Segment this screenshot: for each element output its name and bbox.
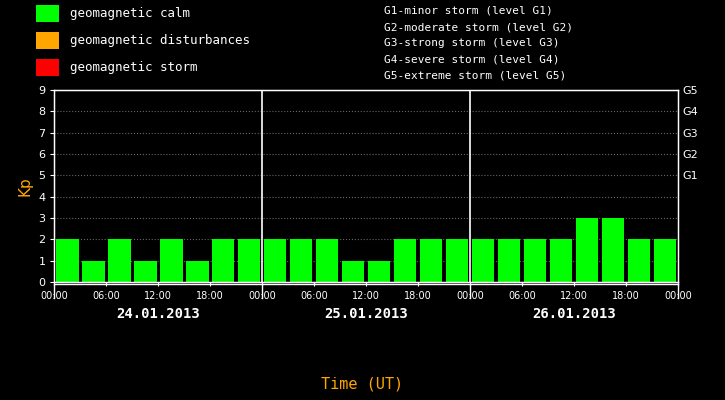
Text: G1-minor storm (level G1): G1-minor storm (level G1) — [384, 6, 553, 16]
Text: geomagnetic storm: geomagnetic storm — [70, 61, 198, 74]
Y-axis label: Kp: Kp — [17, 176, 33, 196]
Bar — [160, 239, 183, 282]
FancyBboxPatch shape — [36, 5, 59, 22]
Text: G3-strong storm (level G3): G3-strong storm (level G3) — [384, 38, 560, 48]
Bar — [602, 218, 624, 282]
FancyBboxPatch shape — [36, 32, 59, 49]
Text: Time (UT): Time (UT) — [321, 376, 404, 392]
Bar — [576, 218, 598, 282]
Bar — [550, 239, 572, 282]
Bar — [523, 239, 546, 282]
Bar — [56, 239, 78, 282]
Text: geomagnetic calm: geomagnetic calm — [70, 7, 191, 20]
Bar — [472, 239, 494, 282]
Bar — [628, 239, 650, 282]
Bar — [82, 261, 104, 282]
Text: 26.01.2013: 26.01.2013 — [532, 307, 616, 321]
Bar — [238, 239, 260, 282]
FancyBboxPatch shape — [36, 59, 59, 76]
Bar — [498, 239, 521, 282]
Bar — [186, 261, 209, 282]
Bar — [134, 261, 157, 282]
Bar — [394, 239, 416, 282]
Text: G2-moderate storm (level G2): G2-moderate storm (level G2) — [384, 22, 573, 32]
Text: G4-severe storm (level G4): G4-severe storm (level G4) — [384, 54, 560, 64]
Bar — [290, 239, 312, 282]
Bar — [446, 239, 468, 282]
Text: 25.01.2013: 25.01.2013 — [324, 307, 408, 321]
Bar — [654, 239, 676, 282]
Bar — [368, 261, 390, 282]
Bar — [264, 239, 286, 282]
Bar — [420, 239, 442, 282]
Bar — [342, 261, 365, 282]
Bar — [108, 239, 130, 282]
Text: 24.01.2013: 24.01.2013 — [117, 307, 200, 321]
Text: geomagnetic disturbances: geomagnetic disturbances — [70, 34, 250, 47]
Text: G5-extreme storm (level G5): G5-extreme storm (level G5) — [384, 70, 566, 81]
Bar — [316, 239, 339, 282]
Bar — [212, 239, 234, 282]
